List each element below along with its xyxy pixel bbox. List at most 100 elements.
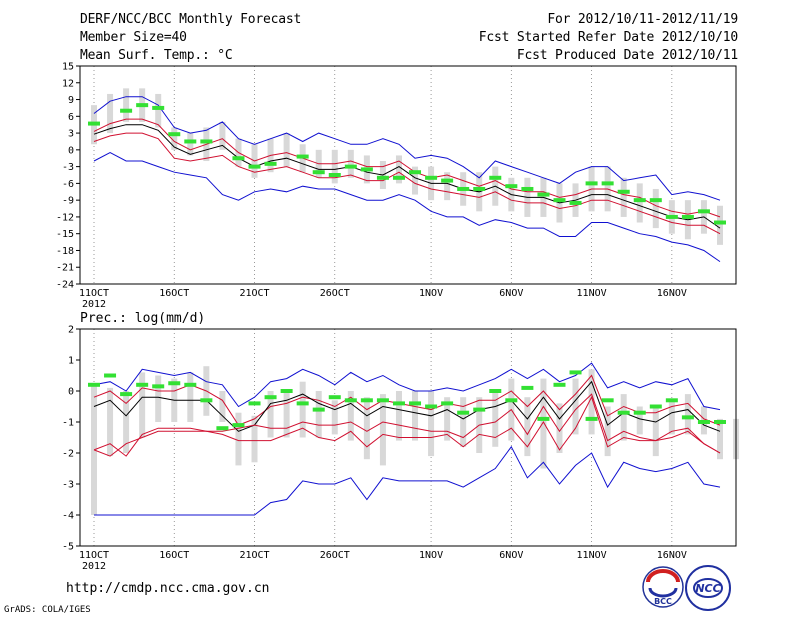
observed-marker	[216, 426, 229, 431]
ensemble-box	[347, 149, 354, 178]
observed-marker	[392, 175, 405, 180]
observed-marker	[714, 420, 726, 424]
observed-marker	[248, 401, 261, 406]
ensemble-box	[684, 394, 691, 435]
ensemble-box	[139, 372, 146, 438]
observed-marker	[360, 167, 373, 172]
observed-marker	[617, 189, 630, 194]
chart-title: DERF/NCC/BCC Monthly Forecast	[80, 12, 302, 27]
ensemble-box	[444, 397, 451, 441]
precip-label: Prec.: log(mm/d)	[80, 311, 205, 326]
ensemble-box	[412, 391, 419, 441]
observed-marker	[473, 186, 486, 191]
y-tick-label: -12	[56, 212, 74, 223]
ensemble-box	[556, 403, 563, 453]
x-tick-label: 1NOV	[419, 288, 443, 299]
y-tick-label: 12	[62, 78, 74, 89]
y-tick-label: 0	[68, 145, 74, 156]
y-tick-label: -3	[62, 162, 74, 173]
ensemble-box	[219, 121, 226, 150]
observed-marker	[296, 401, 309, 406]
observed-marker	[136, 103, 149, 108]
plot-frame	[79, 328, 737, 547]
observed-marker	[649, 198, 662, 203]
observed-marker	[120, 392, 133, 397]
observed-marker	[312, 170, 325, 175]
series-line-p25	[93, 132, 721, 235]
ensemble-box	[620, 177, 627, 217]
series-line-min	[93, 152, 721, 263]
ensemble-box	[219, 391, 226, 422]
observed-marker	[537, 192, 550, 197]
ensemble-box	[331, 149, 338, 184]
observed-marker	[633, 198, 646, 203]
observed-marker	[489, 175, 502, 180]
ensemble-box	[363, 397, 370, 460]
series-line-min	[94, 445, 721, 516]
footer-url[interactable]: http://cmdp.ncc.cma.gov.cn	[66, 581, 270, 596]
ensemble-box	[524, 397, 531, 457]
ensemble-box	[107, 93, 114, 134]
ensemble-box	[460, 397, 467, 447]
ensemble-box	[652, 406, 659, 457]
observed-marker	[120, 108, 133, 113]
observed-marker	[473, 407, 486, 412]
observed-marker	[376, 175, 389, 180]
x-tick-label: 16OCT	[159, 550, 189, 561]
forecast-started-date: Fcst Started Refer Date 2012/10/10	[478, 30, 739, 45]
observed-marker	[697, 209, 710, 214]
y-tick-label: 6	[68, 112, 74, 123]
y-tick-label: -21	[56, 263, 74, 274]
observed-marker	[457, 410, 470, 415]
ensemble-box	[187, 372, 194, 422]
series-line-median	[93, 124, 721, 229]
y-tick-label: -9	[62, 196, 74, 207]
ensemble-box	[283, 391, 290, 438]
observed-marker	[601, 398, 614, 403]
observed-marker	[280, 389, 293, 393]
ensemble-box	[540, 378, 547, 469]
observed-marker	[585, 181, 598, 186]
observed-marker	[344, 398, 357, 403]
observed-marker	[649, 404, 662, 409]
forecast-period: For 2012/10/11-2012/11/19	[547, 12, 738, 27]
x-tick-label: 1NOV	[419, 550, 443, 561]
observed-marker	[425, 404, 438, 409]
ensemble-box	[283, 133, 290, 167]
ensemble-box	[636, 183, 643, 223]
ensemble-box	[652, 188, 659, 229]
observed-marker	[232, 423, 245, 428]
observed-marker	[344, 164, 357, 169]
ensemble-box	[444, 172, 451, 201]
observed-marker	[88, 121, 100, 126]
observed-marker	[681, 214, 694, 219]
observed-marker	[601, 181, 614, 186]
observed-marker	[521, 186, 534, 191]
observed-marker	[553, 382, 566, 387]
y-tick-label: -3	[62, 480, 74, 491]
ensemble-box	[395, 391, 402, 441]
observed-marker	[376, 398, 389, 403]
observed-marker	[409, 170, 422, 175]
member-size: Member Size=40	[80, 30, 187, 45]
observed-marker	[184, 382, 197, 387]
x-tick-label: 6NOV	[499, 288, 523, 299]
y-tick-label: -5	[62, 542, 74, 553]
ensemble-box	[492, 391, 499, 447]
ensemble-box	[155, 375, 162, 422]
grads-credit: GrADS: COLA/IGES	[4, 605, 91, 615]
ensemble-box	[187, 133, 194, 156]
ensemble-box	[267, 391, 274, 438]
y-tick-label: -2	[62, 449, 74, 460]
ensemble-box	[123, 391, 130, 453]
ensemble-box	[299, 381, 306, 438]
x-tick-label: 26OCT	[320, 550, 350, 561]
x-tick-label: 11NOV	[577, 550, 607, 561]
y-tick-label: 9	[68, 95, 74, 106]
y-tick-label: 1	[68, 356, 74, 367]
plot-frame	[79, 65, 737, 285]
observed-marker	[569, 370, 582, 375]
observed-marker	[296, 154, 309, 159]
ncc-logo: NCC	[685, 565, 731, 611]
